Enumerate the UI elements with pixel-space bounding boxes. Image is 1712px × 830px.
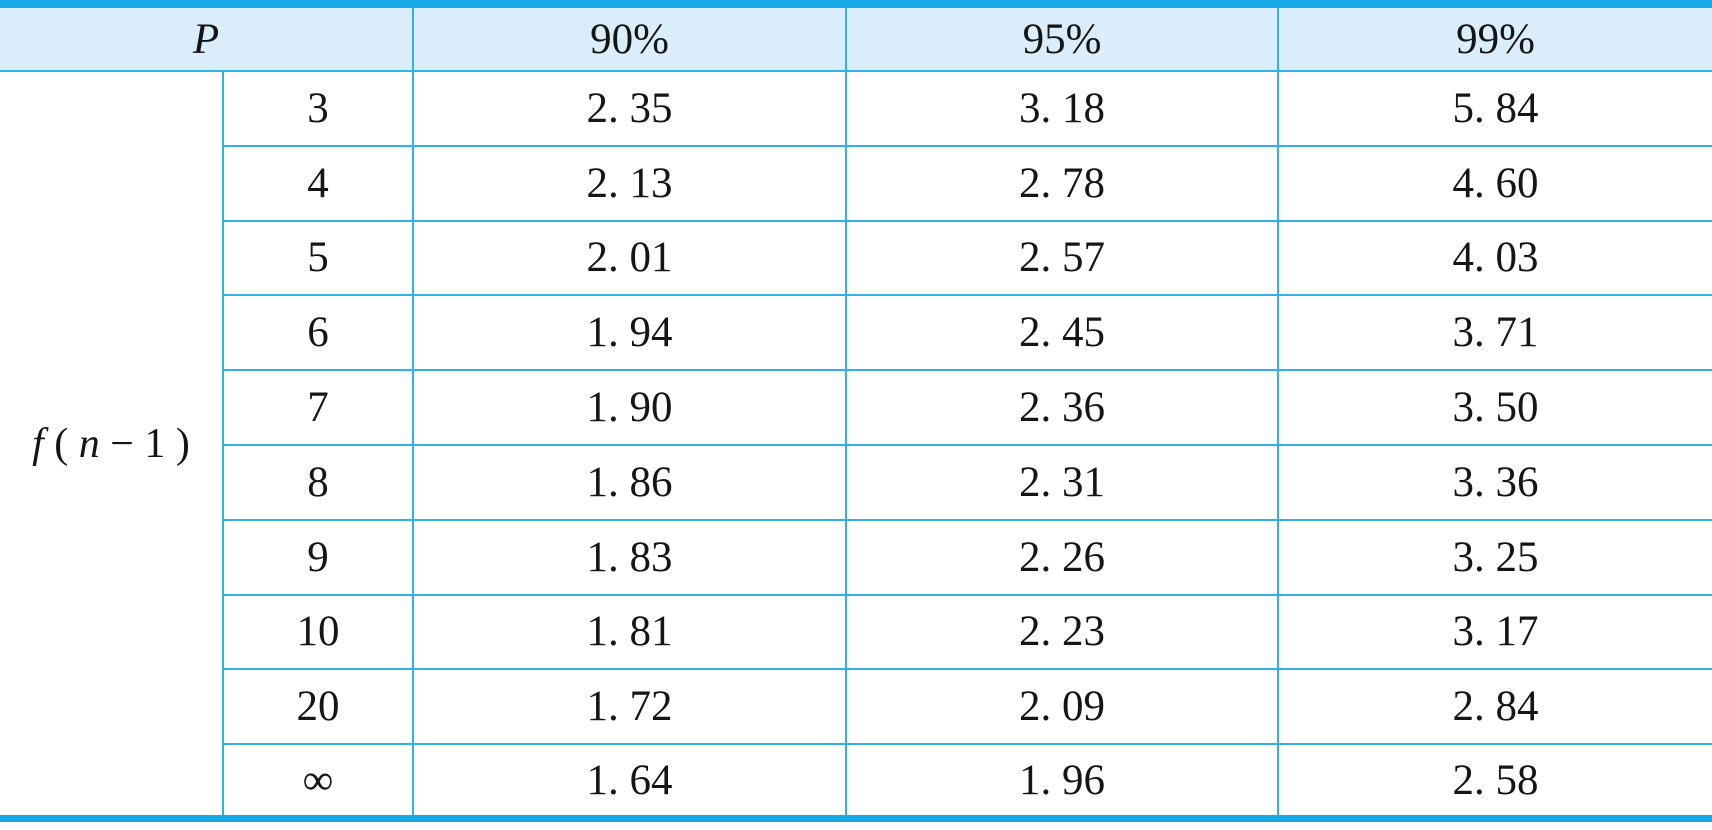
- value-cell-95: 1. 96: [845, 743, 1279, 820]
- value-cell-90: 1. 81: [412, 593, 847, 671]
- value-cell-95: 2. 23: [845, 593, 1279, 671]
- value-cell-99: 3. 71: [1277, 294, 1712, 372]
- table-row: 4 2. 13 2. 78 4. 60: [0, 144, 1712, 222]
- table-row: f ( n − 1 ) 3 2. 35 3. 18 5. 84: [0, 70, 1712, 820]
- value-cell-90: 1. 94: [412, 294, 847, 372]
- value-cell-99: 2. 84: [1277, 668, 1712, 746]
- df-cell: 20: [222, 668, 414, 746]
- table-row: 20 1. 72 2. 09 2. 84: [0, 668, 1712, 746]
- value-cell-90: 2. 35: [412, 70, 847, 147]
- table-row: 5 2. 01 2. 57 4. 03: [0, 219, 1712, 297]
- value-cell-95: 3. 18: [845, 70, 1279, 147]
- df-cell: 8: [222, 443, 414, 521]
- value-cell-99: 5. 84: [1277, 70, 1712, 147]
- table-header-row: P 90% 95% 99%: [0, 3, 1712, 72]
- p-label: P: [192, 15, 220, 63]
- table-row: 9 1. 83 2. 26 3. 25: [0, 518, 1712, 596]
- value-cell-95: 2. 31: [845, 443, 1279, 521]
- row-group-label-cell: f ( n − 1 ): [0, 70, 224, 820]
- table-row: 8 1. 86 2. 31 3. 36: [0, 443, 1712, 521]
- table-row: 10 1. 81 2. 23 3. 17: [0, 593, 1712, 671]
- value-cell-90: 2. 13: [412, 144, 847, 222]
- value-cell-99: 4. 03: [1277, 219, 1712, 297]
- value-cell-90: 1. 86: [412, 443, 847, 521]
- stub-n-symbol: n: [78, 420, 100, 467]
- value-cell-99: 4. 60: [1277, 144, 1712, 222]
- value-cell-99: 3. 25: [1277, 518, 1712, 596]
- stub-minus-one-close: − 1 ): [99, 420, 190, 467]
- header-90-cell: 90%: [412, 3, 847, 72]
- df-cell: 5: [222, 219, 414, 297]
- header-p-cell: P: [0, 3, 414, 72]
- value-cell-95: 2. 57: [845, 219, 1279, 297]
- stub-f-symbol: f: [32, 420, 44, 467]
- df-cell: ∞: [222, 743, 414, 820]
- df-cell: 3: [222, 70, 414, 147]
- value-cell-90: 1. 72: [412, 668, 847, 746]
- value-cell-99: 3. 36: [1277, 443, 1712, 521]
- value-cell-90: 2. 01: [412, 219, 847, 297]
- df-cell: 6: [222, 294, 414, 372]
- value-cell-90: 1. 83: [412, 518, 847, 596]
- value-cell-90: 1. 90: [412, 369, 847, 446]
- value-cell-95: 2. 36: [845, 369, 1279, 446]
- header-99-cell: 99%: [1277, 3, 1712, 72]
- value-cell-95: 2. 26: [845, 518, 1279, 596]
- value-cell-90: 1. 64: [412, 743, 847, 820]
- stub-open-paren: (: [43, 420, 79, 467]
- table-row: 6 1. 94 2. 45 3. 71: [0, 294, 1712, 372]
- value-cell-95: 2. 09: [845, 668, 1279, 746]
- df-cell: 10: [222, 593, 414, 671]
- table-row: ∞ 1. 64 1. 96 2. 58: [0, 743, 1712, 820]
- value-cell-95: 2. 78: [845, 144, 1279, 222]
- header-95-cell: 95%: [845, 3, 1279, 72]
- df-cell: 4: [222, 144, 414, 222]
- value-cell-99: 2. 58: [1277, 743, 1712, 820]
- table-row: 7 1. 90 2. 36 3. 50: [0, 369, 1712, 446]
- value-cell-95: 2. 45: [845, 294, 1279, 372]
- df-cell: 9: [222, 518, 414, 596]
- df-cell: 7: [222, 369, 414, 446]
- value-cell-99: 3. 50: [1277, 369, 1712, 446]
- value-cell-99: 3. 17: [1277, 593, 1712, 671]
